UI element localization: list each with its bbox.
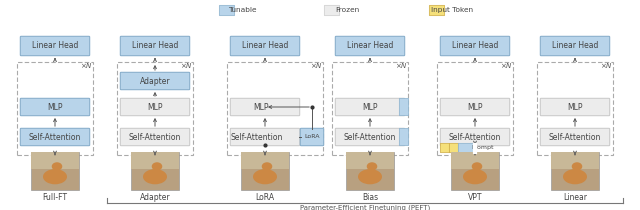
Bar xyxy=(451,152,499,190)
Text: MLP: MLP xyxy=(567,102,583,112)
FancyBboxPatch shape xyxy=(449,143,459,153)
Bar xyxy=(437,62,513,155)
FancyBboxPatch shape xyxy=(540,128,610,146)
Ellipse shape xyxy=(472,162,483,171)
FancyBboxPatch shape xyxy=(440,36,509,56)
Text: $\times N$: $\times N$ xyxy=(500,62,513,71)
Text: Self-Attention: Self-Attention xyxy=(549,133,601,142)
FancyBboxPatch shape xyxy=(120,128,189,146)
Bar xyxy=(451,152,499,169)
Text: LoRA: LoRA xyxy=(304,134,320,139)
Text: Parameter-Efficient Finetuning (PEFT): Parameter-Efficient Finetuning (PEFT) xyxy=(300,205,430,210)
FancyBboxPatch shape xyxy=(458,143,474,153)
FancyBboxPatch shape xyxy=(120,36,189,56)
FancyBboxPatch shape xyxy=(20,36,90,56)
Ellipse shape xyxy=(358,169,382,184)
Bar xyxy=(537,62,613,155)
FancyBboxPatch shape xyxy=(324,5,340,16)
Ellipse shape xyxy=(572,162,582,171)
Bar xyxy=(551,152,599,190)
Text: Self-Attention: Self-Attention xyxy=(449,133,501,142)
Ellipse shape xyxy=(43,169,67,184)
Text: Bias: Bias xyxy=(362,193,378,202)
Text: LoRA: LoRA xyxy=(255,193,275,202)
Text: Self-Attention: Self-Attention xyxy=(29,133,81,142)
Text: Linear Head: Linear Head xyxy=(552,42,598,50)
FancyBboxPatch shape xyxy=(300,128,324,146)
Text: MLP: MLP xyxy=(362,102,378,112)
FancyBboxPatch shape xyxy=(120,98,189,116)
Text: MLP: MLP xyxy=(147,102,163,112)
Text: Linear Head: Linear Head xyxy=(132,42,178,50)
Text: Input Token: Input Token xyxy=(431,7,473,13)
FancyBboxPatch shape xyxy=(429,5,445,16)
Text: Linear Head: Linear Head xyxy=(242,42,288,50)
Text: Linear Head: Linear Head xyxy=(347,42,393,50)
FancyBboxPatch shape xyxy=(440,98,509,116)
FancyBboxPatch shape xyxy=(220,5,235,16)
Bar xyxy=(17,62,93,155)
Text: Linear: Linear xyxy=(563,193,587,202)
Text: MLP: MLP xyxy=(467,102,483,112)
FancyBboxPatch shape xyxy=(440,128,509,146)
Text: $\times N$: $\times N$ xyxy=(180,62,193,71)
Text: Self-Attention: Self-Attention xyxy=(129,133,181,142)
Text: Linear Head: Linear Head xyxy=(452,42,498,50)
Bar xyxy=(346,152,394,190)
FancyBboxPatch shape xyxy=(230,36,300,56)
Text: Adapter: Adapter xyxy=(140,76,170,85)
Text: MLP: MLP xyxy=(47,102,63,112)
FancyBboxPatch shape xyxy=(440,143,450,153)
Bar xyxy=(131,152,179,190)
Text: Self-Attention: Self-Attention xyxy=(231,133,283,142)
Bar xyxy=(241,152,289,190)
FancyBboxPatch shape xyxy=(335,128,404,146)
Ellipse shape xyxy=(367,162,378,171)
FancyBboxPatch shape xyxy=(335,98,404,116)
Text: Adapter: Adapter xyxy=(140,193,170,202)
Text: MLP: MLP xyxy=(253,102,269,112)
Text: Linear Head: Linear Head xyxy=(32,42,78,50)
Ellipse shape xyxy=(253,169,277,184)
FancyBboxPatch shape xyxy=(335,36,404,56)
Text: $\times N$: $\times N$ xyxy=(80,62,93,71)
Bar xyxy=(551,152,599,169)
Bar xyxy=(117,62,193,155)
FancyBboxPatch shape xyxy=(399,128,409,146)
Text: Frozen: Frozen xyxy=(335,7,359,13)
Ellipse shape xyxy=(262,162,272,171)
Bar xyxy=(332,62,408,155)
FancyBboxPatch shape xyxy=(20,98,90,116)
FancyBboxPatch shape xyxy=(230,128,300,146)
Text: $\times N$: $\times N$ xyxy=(600,62,613,71)
FancyBboxPatch shape xyxy=(540,36,610,56)
FancyBboxPatch shape xyxy=(399,98,409,116)
Ellipse shape xyxy=(143,169,167,184)
Text: Full-FT: Full-FT xyxy=(42,193,67,202)
Ellipse shape xyxy=(463,169,487,184)
Text: Self-Attention: Self-Attention xyxy=(344,133,396,142)
Bar xyxy=(31,152,79,169)
FancyBboxPatch shape xyxy=(20,128,90,146)
Text: $\times N$: $\times N$ xyxy=(395,62,408,71)
Text: Tunable: Tunable xyxy=(228,7,256,13)
Bar xyxy=(31,152,79,190)
Ellipse shape xyxy=(152,162,163,171)
Bar xyxy=(241,152,289,169)
FancyBboxPatch shape xyxy=(120,72,189,90)
FancyBboxPatch shape xyxy=(540,98,610,116)
Ellipse shape xyxy=(563,169,587,184)
Text: VPT: VPT xyxy=(468,193,483,202)
Bar xyxy=(227,62,323,155)
Bar xyxy=(131,152,179,169)
Bar xyxy=(346,152,394,169)
Text: $\times N$: $\times N$ xyxy=(310,62,323,71)
Text: Prompt: Prompt xyxy=(472,146,494,151)
FancyBboxPatch shape xyxy=(230,98,300,116)
Ellipse shape xyxy=(52,162,62,171)
